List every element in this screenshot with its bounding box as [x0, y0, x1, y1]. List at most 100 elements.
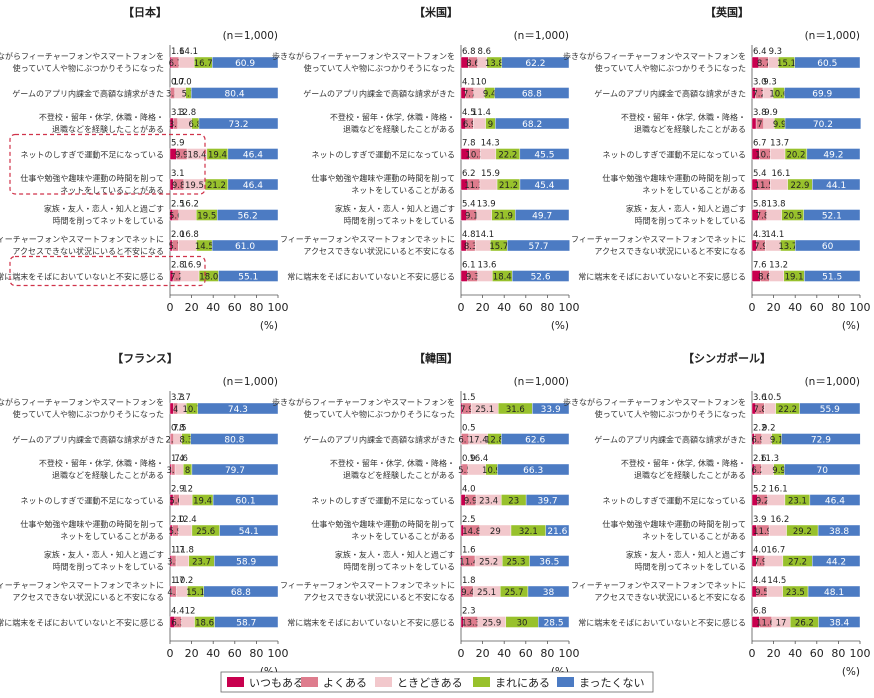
- data-label: 14.5: [767, 576, 786, 586]
- category-label: ネットのしすぎで運動不足になっている: [21, 496, 164, 506]
- x-unit-label: (%): [551, 320, 569, 332]
- bar-segment: [768, 524, 787, 537]
- data-label: 6.8: [462, 47, 476, 57]
- n-label: (n＝1,000): [223, 376, 278, 388]
- x-tick-label: 60: [519, 647, 533, 660]
- data-label: 3.3: [171, 393, 185, 403]
- category-label: 家族・友人・恋人・知人と過ごす: [335, 204, 455, 214]
- category-label: 不登校・留年・休学, 休職・降格・: [621, 112, 746, 122]
- bar-segment: [203, 585, 279, 598]
- category-label: 歩きながらフィーチャーフォンやスマートフォンを: [563, 51, 746, 61]
- data-label: 6.7: [458, 436, 472, 446]
- x-tick-label: 0: [167, 647, 174, 660]
- data-label: 9.4: [483, 90, 497, 100]
- data-label: 10.0: [173, 78, 192, 88]
- data-label: 70: [816, 466, 828, 476]
- data-label: 17: [776, 619, 787, 629]
- bar-segment: [532, 402, 570, 415]
- data-label: 6.3: [171, 619, 185, 629]
- bar-segment: [178, 524, 193, 537]
- bar-segment: [480, 148, 497, 160]
- category-label: 家族・友人・恋人・知人と過ごす: [626, 550, 746, 560]
- x-tick-label: 40: [788, 301, 802, 314]
- x-tick-label: 0: [458, 647, 465, 660]
- data-label: 3.8: [166, 90, 180, 100]
- bar-segment: [211, 239, 279, 252]
- data-label: 46.4: [243, 181, 263, 191]
- data-label: 11.4: [459, 558, 478, 568]
- chart-panel: 【フランス】(n＝1,000)020406080100(%)歩きながらフィーチャ…: [0, 352, 289, 678]
- data-label: 7: [757, 120, 762, 130]
- data-label: 1.6: [171, 47, 185, 57]
- n-label: (n＝1,000): [805, 30, 860, 42]
- data-label: 3.9: [753, 515, 767, 525]
- category-label: 仕事や勉強や趣味や運動の時間を削って: [20, 519, 164, 529]
- data-label: 61.0: [235, 242, 255, 252]
- data-label: 25.2: [479, 558, 498, 568]
- data-label: 7.9: [754, 242, 768, 252]
- bar-segment: [817, 524, 861, 537]
- x-tick-label: 80: [249, 647, 263, 660]
- data-label: 16.2: [770, 515, 789, 525]
- data-label: 55.9: [820, 405, 840, 415]
- data-label: 31.6: [506, 405, 525, 415]
- data-label: 9.9: [773, 120, 787, 130]
- data-label: 4.8: [462, 230, 476, 240]
- data-label: 8.6: [466, 59, 480, 69]
- category-label: 退職などを経験したことがある: [52, 124, 164, 134]
- data-label: 0.9: [462, 454, 476, 464]
- data-label: 69.9: [812, 90, 832, 100]
- bar-segment: [497, 463, 570, 476]
- data-label: 49.2: [823, 151, 843, 161]
- legend: いつもある よくある ときどきある まれにある まったくない: [220, 671, 654, 693]
- data-label: 18.4: [493, 273, 512, 283]
- data-label: 9.3: [769, 47, 783, 57]
- data-label: 60: [822, 242, 834, 252]
- data-label: 17.4: [469, 436, 488, 446]
- bar-segment: [175, 555, 189, 567]
- legend-label: よくある: [323, 677, 367, 690]
- data-label: 25.9: [482, 619, 501, 629]
- data-label: 5.8: [753, 200, 767, 210]
- category-label: アクセスできない状況にいると不安になる: [12, 246, 164, 256]
- data-label: 22.2: [778, 405, 797, 415]
- bar-segment: [178, 56, 195, 69]
- data-label: 5.9: [171, 139, 185, 149]
- data-label: 18.6: [195, 619, 214, 629]
- data-label: 54.1: [239, 527, 259, 537]
- data-label: 10.9: [482, 466, 501, 476]
- data-label: 39.7: [538, 497, 558, 507]
- bar-segment: [507, 239, 570, 252]
- data-label: 52.6: [531, 273, 551, 283]
- data-label: 0.8: [171, 424, 185, 434]
- data-label: 1.5: [462, 393, 476, 403]
- data-label: 15.7: [489, 242, 508, 252]
- bar-segment: [198, 117, 279, 130]
- bar-segment: [218, 270, 279, 282]
- chart-title: 【フランス】: [112, 352, 178, 365]
- data-label: 2.2: [753, 424, 767, 434]
- x-unit-label: (%): [842, 666, 860, 678]
- bar-segment: [190, 87, 279, 99]
- data-label: 74.3: [228, 405, 248, 415]
- data-label: 9.8: [172, 181, 186, 191]
- bar-segment: [178, 239, 197, 252]
- data-label: 14.1: [179, 47, 198, 57]
- data-label: 27.2: [788, 558, 807, 568]
- chart-panel: 【英国】 (n＝1,000) 0 20 40 60 80 100 (%) 歩きながらフィーチャーフ…: [563, 5, 871, 332]
- data-label: 5.1: [182, 90, 196, 100]
- data-label: 51.5: [822, 273, 842, 283]
- n-label: (n＝1,000): [805, 376, 860, 388]
- highlight-box: [9, 255, 206, 287]
- bar-segment: [809, 494, 861, 506]
- bar-segment: [525, 494, 570, 506]
- data-label: 4.0: [462, 485, 476, 495]
- category-label: 時間を削ってネットをしている: [344, 216, 455, 226]
- data-label: 79.7: [225, 466, 245, 476]
- data-label: 25.7: [505, 588, 524, 598]
- data-label: 12: [182, 485, 193, 495]
- category-label: 不登校・留年・休学, 休職・降格・: [39, 112, 164, 122]
- x-tick-label: 0: [167, 301, 174, 314]
- data-label: 23.5: [786, 588, 805, 598]
- chart-panel: 【韓国】(n＝1,000)020406080100(%)歩きながらフィーチャーフ…: [272, 351, 580, 678]
